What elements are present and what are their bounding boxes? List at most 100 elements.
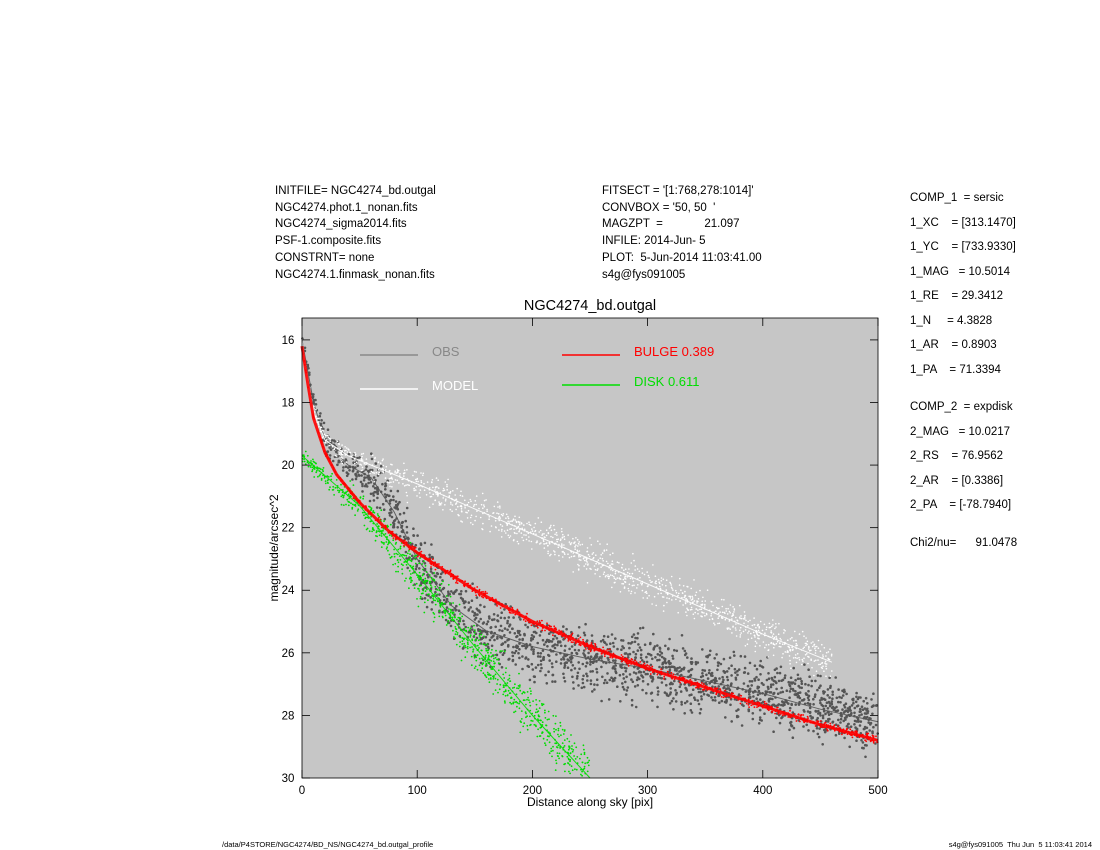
data-point bbox=[825, 665, 827, 668]
data-point bbox=[521, 536, 523, 539]
data-point bbox=[412, 474, 414, 477]
data-point bbox=[656, 658, 659, 662]
x-tick-label: 100 bbox=[408, 785, 427, 797]
data-point bbox=[779, 691, 782, 694]
data-point bbox=[578, 667, 581, 671]
data-point bbox=[499, 650, 502, 652]
data-point bbox=[681, 592, 684, 594]
data-point bbox=[679, 681, 681, 684]
data-point bbox=[413, 487, 416, 490]
data-point bbox=[533, 723, 536, 726]
data-point bbox=[764, 646, 766, 649]
data-point bbox=[536, 620, 539, 623]
data-point bbox=[693, 579, 695, 581]
data-point bbox=[497, 669, 500, 672]
data-point bbox=[350, 502, 352, 505]
data-point bbox=[484, 592, 486, 595]
data-point bbox=[381, 459, 384, 462]
data-point bbox=[494, 526, 497, 528]
data-point bbox=[362, 452, 365, 455]
data-point bbox=[547, 670, 550, 673]
data-point bbox=[557, 727, 560, 730]
data-point bbox=[376, 490, 380, 493]
data-point bbox=[723, 670, 727, 674]
data-point bbox=[534, 522, 537, 525]
data-point bbox=[552, 749, 554, 752]
data-point bbox=[583, 751, 586, 754]
data-point bbox=[409, 541, 412, 544]
data-point bbox=[472, 650, 474, 653]
data-point bbox=[728, 620, 731, 622]
data-point bbox=[448, 492, 450, 494]
data-point bbox=[334, 486, 337, 489]
data-point bbox=[464, 629, 466, 632]
data-point bbox=[631, 578, 634, 580]
data-point bbox=[567, 534, 569, 536]
data-point bbox=[503, 690, 505, 693]
data-point bbox=[521, 667, 524, 671]
data-point bbox=[717, 612, 720, 615]
data-point bbox=[461, 637, 464, 639]
data-point bbox=[697, 702, 701, 706]
data-point bbox=[461, 640, 464, 643]
data-point bbox=[422, 474, 424, 477]
data-point bbox=[388, 499, 392, 503]
data-point bbox=[545, 724, 547, 727]
data-point bbox=[516, 608, 519, 611]
data-point bbox=[798, 656, 800, 659]
data-point bbox=[513, 698, 516, 701]
data-point bbox=[652, 564, 654, 566]
data-point bbox=[834, 733, 838, 737]
data-point bbox=[685, 700, 689, 703]
data-point bbox=[710, 671, 714, 675]
data-point bbox=[665, 666, 668, 669]
data-point bbox=[816, 716, 819, 720]
data-point bbox=[364, 468, 368, 471]
data-point bbox=[480, 669, 482, 672]
data-point bbox=[831, 670, 833, 672]
data-point bbox=[580, 753, 583, 756]
data-point bbox=[475, 594, 477, 597]
data-point bbox=[322, 429, 324, 432]
data-point bbox=[325, 436, 327, 438]
data-point bbox=[725, 698, 728, 702]
data-point bbox=[755, 626, 757, 629]
data-point bbox=[431, 571, 435, 575]
data-point bbox=[630, 703, 634, 707]
data-point bbox=[490, 636, 493, 639]
data-point bbox=[689, 702, 693, 705]
data-point bbox=[553, 634, 557, 638]
data-point bbox=[397, 565, 399, 568]
data-point bbox=[628, 568, 630, 570]
data-point bbox=[786, 651, 788, 653]
data-point bbox=[709, 649, 712, 653]
data-point bbox=[742, 630, 745, 633]
data-point bbox=[400, 563, 403, 566]
data-point bbox=[815, 726, 819, 730]
data-point bbox=[354, 451, 356, 454]
data-point bbox=[508, 536, 511, 539]
data-point bbox=[539, 621, 542, 624]
data-point bbox=[739, 617, 741, 620]
data-point bbox=[823, 670, 825, 672]
data-point bbox=[448, 495, 451, 497]
data-point bbox=[607, 577, 610, 580]
data-point bbox=[331, 472, 333, 475]
data-point bbox=[787, 680, 790, 684]
data-point bbox=[562, 672, 565, 676]
data-point bbox=[765, 628, 768, 631]
data-point bbox=[562, 733, 565, 735]
data-point bbox=[802, 714, 805, 716]
data-point bbox=[864, 755, 867, 759]
data-point bbox=[497, 691, 499, 694]
data-point bbox=[539, 655, 542, 658]
data-point bbox=[483, 605, 486, 609]
data-point bbox=[847, 726, 850, 729]
data-point bbox=[390, 477, 393, 480]
data-point bbox=[575, 746, 578, 749]
data-point bbox=[328, 488, 331, 491]
data-point bbox=[423, 541, 427, 545]
data-point bbox=[679, 669, 683, 672]
data-point bbox=[423, 601, 426, 604]
data-point bbox=[487, 649, 490, 651]
